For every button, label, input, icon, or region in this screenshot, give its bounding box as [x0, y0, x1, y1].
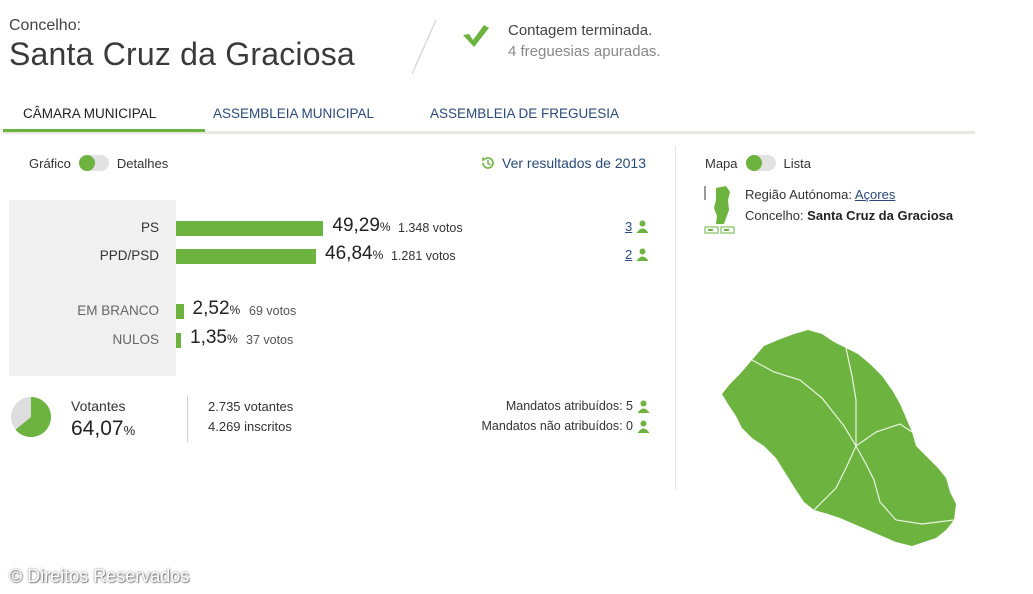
chart-labels-panel [9, 200, 176, 376]
bar-label: PS [140, 220, 159, 235]
bar-votes: 1.281 votos [391, 249, 456, 263]
view-toggle-switch[interactable] [78, 155, 109, 171]
toggle-label-lista[interactable]: Lista [783, 155, 811, 171]
concelho-info-label: Concelho: [745, 208, 804, 223]
status-text: Contagem terminada. [508, 22, 653, 39]
header-divider [411, 19, 437, 75]
tab-assembleia-municipal[interactable]: ASSEMBLEIA MUNICIPAL [213, 106, 375, 121]
parish-borders [751, 347, 955, 525]
bar-votes: 1.348 votos [398, 221, 463, 235]
tab-assembleia-freguesia[interactable]: ASSEMBLEIA DE FREGUESIA [430, 106, 620, 121]
turnout-divider [187, 396, 188, 442]
person-icon [637, 420, 650, 433]
turnout-pie-chart [11, 397, 51, 437]
mandates-unassigned: Mandatos não atribuídos: 0 [482, 419, 651, 433]
bar [176, 333, 181, 348]
seats-link[interactable]: 3 [625, 219, 649, 234]
turnout-label: Votantes [71, 398, 126, 414]
map-toggle-switch[interactable] [745, 155, 776, 171]
concelho-line: Concelho: Santa Cruz da Graciosa [745, 208, 953, 223]
active-tab-indicator [3, 129, 205, 132]
voters-count: 2.735 votantes [208, 399, 294, 414]
toggle-label-detalhes[interactable]: Detalhes [116, 155, 169, 171]
bar-label: PPD/PSD [99, 248, 159, 263]
concelho-info-value: Santa Cruz da Graciosa [807, 208, 954, 223]
graciosa-island-map[interactable] [716, 328, 961, 550]
toggle-label-mapa[interactable]: Mapa [705, 155, 738, 171]
region-link-acores[interactable]: Açores [854, 187, 896, 202]
check-icon [463, 25, 489, 47]
toggle-knob [78, 155, 95, 171]
previous-results-link[interactable]: Ver resultados de 2013 [480, 155, 646, 171]
view-toggle: Gráfico Detalhes [29, 155, 168, 171]
status-subtext: 4 freguesias apuradas. [508, 43, 661, 60]
turnout-pie-slice [15, 397, 51, 437]
person-icon [637, 400, 650, 413]
map-toggle: Mapa Lista [705, 155, 811, 171]
bar [176, 304, 184, 319]
toggle-label-grafico[interactable]: Gráfico [29, 155, 71, 171]
history-icon [482, 157, 494, 169]
region-label: Região Autónoma: [745, 187, 852, 202]
portugal-mini-map-icon[interactable] [704, 186, 738, 234]
tab-camara-municipal[interactable]: CÂMARA MUNICIPAL [23, 106, 157, 121]
bar-percentage: 46,84% [325, 243, 384, 264]
mandates-unassigned-label: Mandatos não atribuídos: 0 [481, 419, 634, 433]
bar-votes: 69 votos [249, 304, 297, 318]
bar-label: EM BRANCO [77, 303, 159, 318]
bar-label: NULOS [112, 332, 159, 347]
page-title: Santa Cruz da Graciosa [9, 36, 355, 72]
toggle-knob [745, 155, 762, 171]
registered-count: 4.269 inscritos [208, 419, 292, 434]
bar [176, 221, 324, 236]
panel-divider [675, 146, 676, 490]
concelho-label: Concelho: [9, 17, 82, 34]
seats-link[interactable]: 2 [625, 247, 649, 262]
previous-results-label: Ver resultados de 2013 [502, 155, 646, 171]
person-icon [636, 248, 649, 261]
copyright-watermark: © Direitos Reservados [9, 566, 190, 586]
election-tabs: CÂMARA MUNICIPAL ASSEMBLEIA MUNICIPAL AS… [3, 96, 975, 134]
person-icon [636, 220, 649, 233]
region-line: Região Autónoma: Açores [745, 187, 895, 202]
bar-percentage: 1,35% [190, 327, 238, 348]
turnout-value: 64,07% [71, 417, 136, 440]
mandates-assigned-label: Mandatos atribuídos: 5 [505, 399, 633, 413]
bar-percentage: 2,52% [192, 298, 241, 319]
bar-percentage: 49,29% [332, 215, 391, 236]
bar [176, 249, 317, 264]
bar-votes: 37 votos [246, 333, 294, 347]
mandates-assigned: Mandatos atribuídos: 5 [506, 399, 650, 413]
